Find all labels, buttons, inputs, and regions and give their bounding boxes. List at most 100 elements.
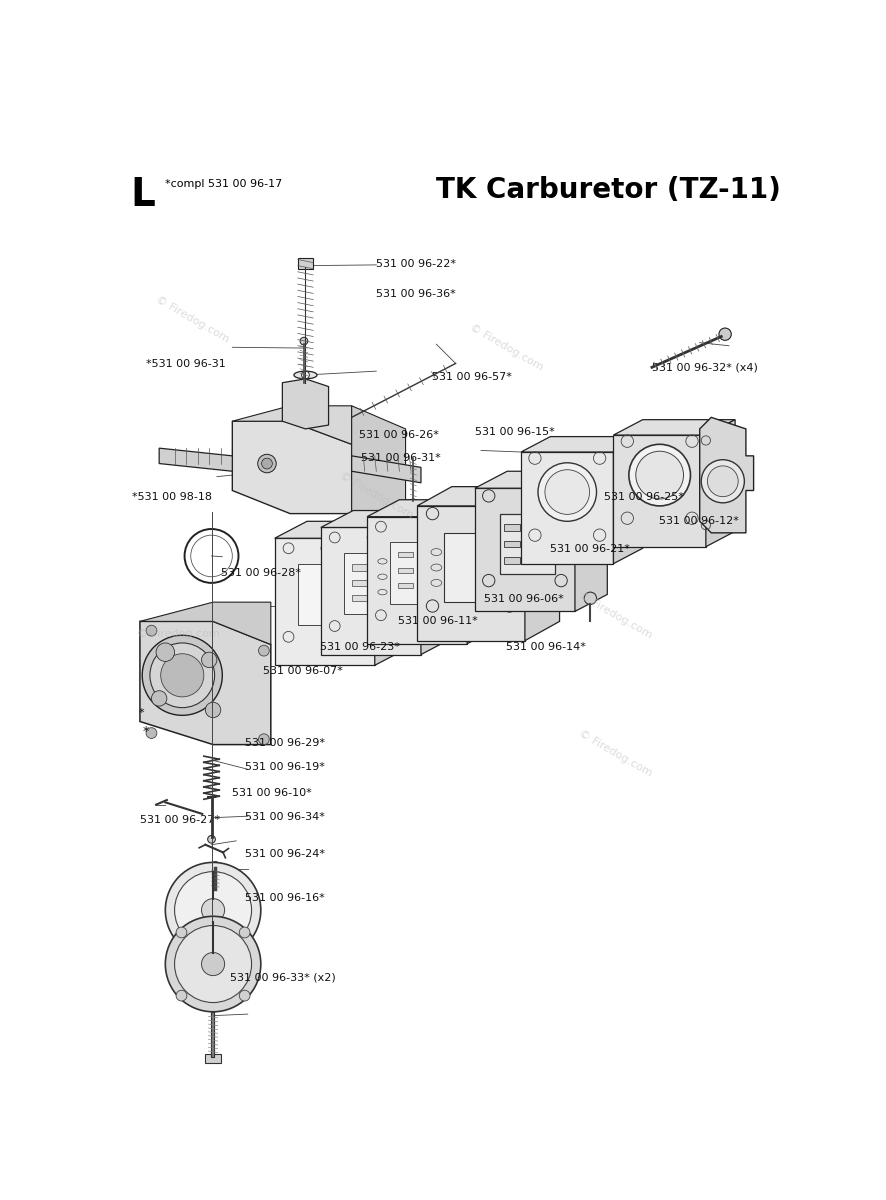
- Circle shape: [160, 654, 204, 697]
- Bar: [398, 552, 413, 558]
- Circle shape: [176, 990, 187, 1001]
- Text: 531 00 96-24*: 531 00 96-24*: [245, 848, 325, 859]
- Bar: [377, 595, 393, 601]
- Polygon shape: [232, 406, 352, 444]
- Text: 531 00 96-16*: 531 00 96-16*: [245, 893, 325, 902]
- Polygon shape: [140, 622, 271, 744]
- Bar: [298, 258, 313, 269]
- Circle shape: [300, 337, 307, 344]
- Polygon shape: [521, 452, 613, 564]
- Circle shape: [636, 451, 683, 499]
- Polygon shape: [706, 420, 735, 547]
- Text: 531 00 96-27*: 531 00 96-27*: [140, 815, 221, 826]
- Text: *531 00 98-18: *531 00 98-18: [132, 492, 212, 502]
- Bar: [206, 1054, 221, 1063]
- Circle shape: [201, 899, 225, 922]
- Text: 531 00 96-10*: 531 00 96-10*: [231, 787, 311, 798]
- Polygon shape: [475, 488, 575, 611]
- Text: 531 00 96-06*: 531 00 96-06*: [484, 594, 563, 604]
- Bar: [444, 533, 506, 602]
- Bar: [421, 583, 437, 588]
- Circle shape: [206, 702, 221, 718]
- Circle shape: [176, 928, 187, 938]
- Polygon shape: [367, 499, 500, 517]
- Polygon shape: [421, 510, 454, 654]
- Polygon shape: [417, 487, 560, 506]
- Text: © Firedog.com: © Firedog.com: [338, 470, 415, 520]
- Text: 531 00 96-33* (x2): 531 00 96-33* (x2): [230, 972, 336, 983]
- Circle shape: [261, 458, 272, 469]
- Text: © Firedog.com: © Firedog.com: [577, 728, 654, 779]
- Circle shape: [211, 862, 220, 871]
- Circle shape: [545, 469, 589, 515]
- Circle shape: [143, 635, 222, 715]
- Polygon shape: [159, 448, 232, 472]
- Bar: [504, 558, 519, 564]
- Text: *: *: [139, 708, 144, 718]
- Circle shape: [146, 625, 157, 636]
- Polygon shape: [521, 437, 642, 452]
- Polygon shape: [467, 499, 500, 643]
- Circle shape: [166, 863, 260, 958]
- Circle shape: [239, 990, 250, 1001]
- Polygon shape: [232, 421, 352, 514]
- Polygon shape: [375, 521, 407, 665]
- Circle shape: [259, 734, 269, 744]
- Text: © Firedog.com: © Firedog.com: [154, 294, 230, 344]
- Circle shape: [629, 444, 690, 506]
- Bar: [500, 514, 555, 574]
- Circle shape: [258, 455, 276, 473]
- Text: 531 00 96-25*: 531 00 96-25*: [604, 492, 684, 502]
- Text: *: *: [143, 725, 149, 738]
- Text: © Firedog.com: © Firedog.com: [136, 629, 220, 638]
- Text: 531 00 96-31*: 531 00 96-31*: [361, 454, 440, 463]
- Circle shape: [156, 643, 175, 661]
- Text: *compl 531 00 96-17: *compl 531 00 96-17: [166, 180, 283, 190]
- Bar: [421, 552, 437, 558]
- Bar: [377, 580, 393, 586]
- Circle shape: [175, 925, 252, 1002]
- Circle shape: [146, 727, 157, 738]
- Ellipse shape: [294, 371, 317, 379]
- Polygon shape: [352, 456, 421, 482]
- Polygon shape: [352, 406, 406, 536]
- Text: 531 00 96-22*: 531 00 96-22*: [376, 259, 455, 269]
- Text: 531 00 96-34*: 531 00 96-34*: [245, 811, 325, 822]
- Circle shape: [719, 328, 731, 341]
- Bar: [352, 564, 369, 570]
- Text: 531 00 96-19*: 531 00 96-19*: [245, 762, 325, 772]
- Polygon shape: [275, 521, 407, 539]
- Polygon shape: [475, 472, 607, 488]
- Bar: [525, 558, 541, 564]
- Circle shape: [584, 592, 596, 605]
- Bar: [298, 564, 355, 625]
- Circle shape: [207, 835, 215, 844]
- Circle shape: [409, 499, 417, 506]
- Circle shape: [701, 460, 744, 503]
- Circle shape: [150, 643, 214, 708]
- Polygon shape: [140, 602, 271, 644]
- Bar: [352, 580, 369, 586]
- Bar: [377, 564, 393, 570]
- Polygon shape: [275, 539, 375, 665]
- Polygon shape: [417, 506, 525, 641]
- Text: 531 00 96-15*: 531 00 96-15*: [475, 427, 555, 437]
- Polygon shape: [613, 436, 706, 547]
- Text: 531 00 96-12*: 531 00 96-12*: [658, 516, 739, 526]
- Polygon shape: [367, 517, 467, 643]
- Text: L: L: [130, 176, 155, 215]
- Text: 531 00 96-57*: 531 00 96-57*: [432, 372, 512, 382]
- Text: 531 00 96-26*: 531 00 96-26*: [359, 430, 439, 440]
- Text: 531 00 96-28*: 531 00 96-28*: [221, 568, 300, 577]
- Circle shape: [166, 917, 260, 1012]
- Polygon shape: [575, 472, 607, 611]
- Polygon shape: [613, 420, 735, 436]
- Text: 531 00 96-36*: 531 00 96-36*: [376, 289, 455, 299]
- Circle shape: [152, 691, 167, 706]
- Bar: [398, 568, 413, 572]
- Text: © Firedog.com: © Firedog.com: [468, 323, 545, 372]
- Text: 531 00 96-11*: 531 00 96-11*: [398, 616, 478, 625]
- Bar: [504, 523, 519, 530]
- Circle shape: [259, 646, 269, 656]
- Polygon shape: [525, 487, 560, 641]
